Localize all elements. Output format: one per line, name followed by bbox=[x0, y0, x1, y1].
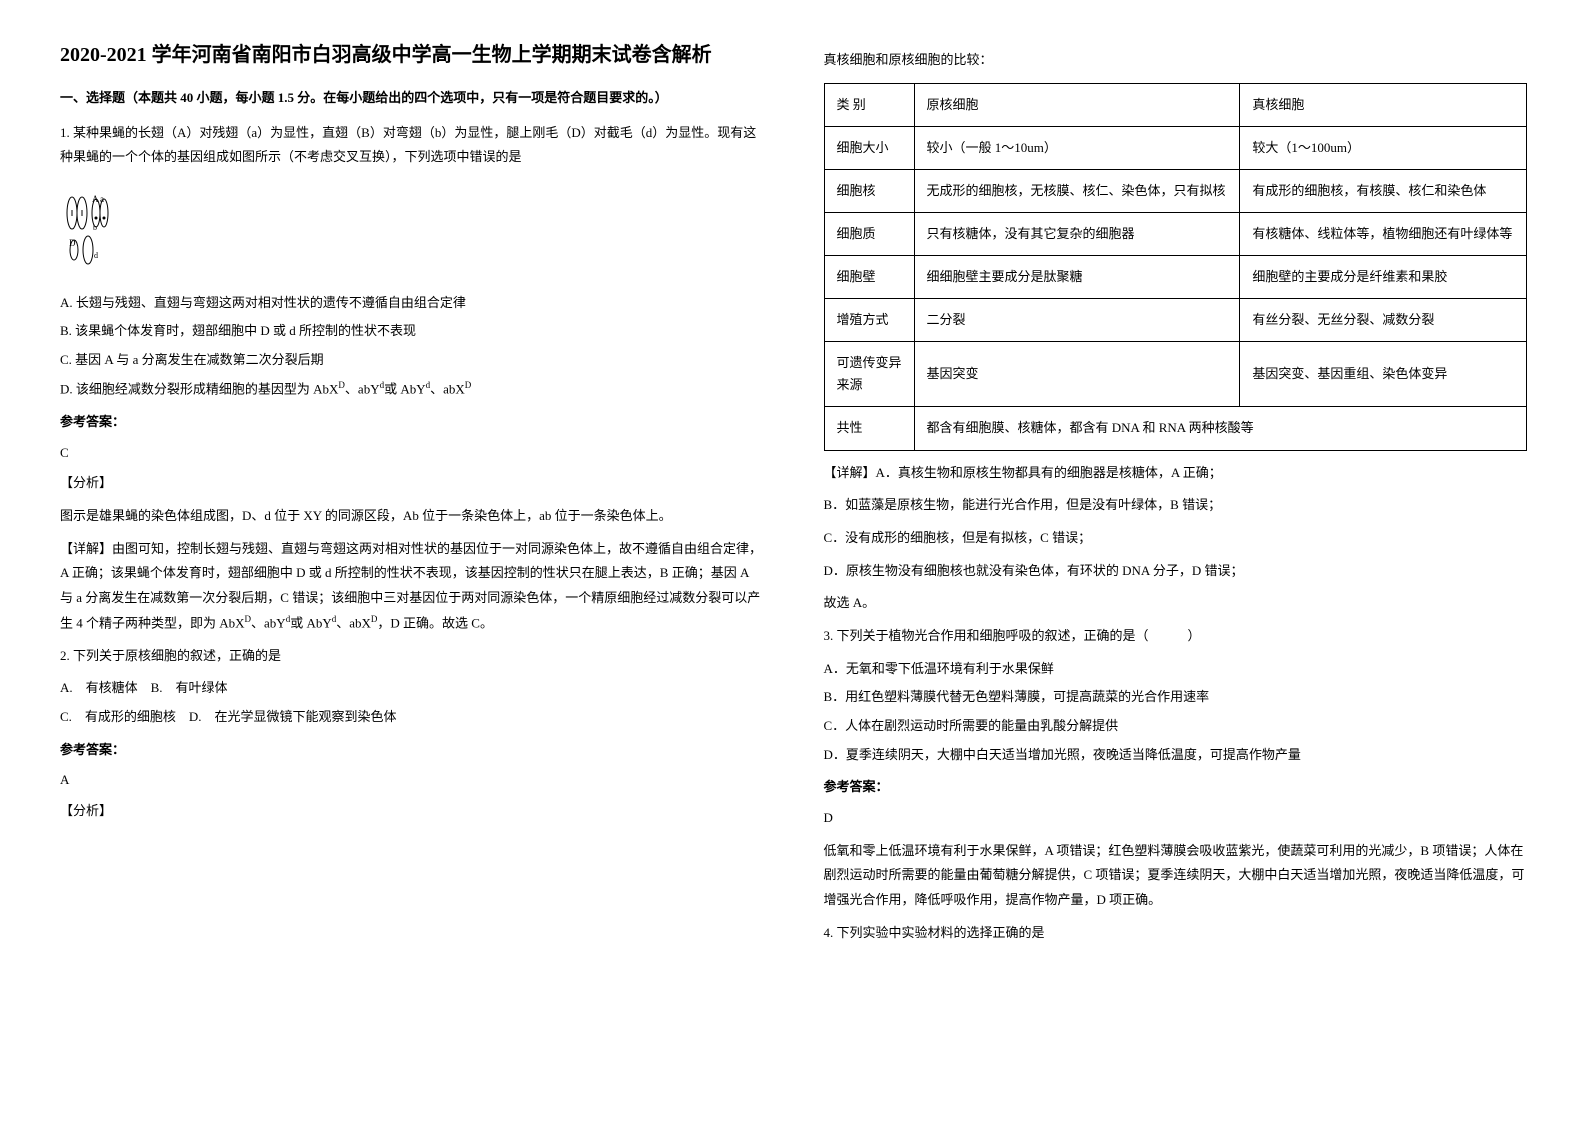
document-title: 2020-2021 学年河南省南阳市白羽高级中学高一生物上学期期末试卷含解析 bbox=[60, 40, 764, 70]
q2-detail-end: 故选 A。 bbox=[824, 591, 1528, 616]
q2-answer: A bbox=[60, 768, 764, 793]
q3-answer: D bbox=[824, 806, 1528, 831]
right-column: 真核细胞和原核细胞的比较： 类 别 原核细胞 真核细胞 细胞大小 较小（一般 1… bbox=[824, 40, 1528, 954]
q3-option-d: D．夏季连续阴天，大棚中白天适当增加光照，夜晚适当降低温度，可提高作物产量 bbox=[824, 743, 1528, 768]
q2-stem: 2. 下列关于原核细胞的叙述，正确的是 bbox=[60, 644, 764, 669]
q1-option-a: A. 长翅与残翅、直翅与弯翅这两对相对性状的遗传不遵循自由组合定律 bbox=[60, 291, 764, 316]
q1-option-d: D. 该细胞经减数分裂形成精细胞的基因型为 AbXD、abYd或 AbYd、ab… bbox=[60, 377, 764, 402]
table-row: 可遗传变异来源 基因突变 基因突变、基因重组、染色体变异 bbox=[824, 342, 1527, 407]
q1-detail: 【详解】由图可知，控制长翅与残翅、直翅与弯翅这两对相对性状的基因位于一对同源染色… bbox=[60, 537, 764, 636]
table-cell: 增殖方式 bbox=[824, 299, 914, 342]
table-cell: 有成形的细胞核，有核膜、核仁和染色体 bbox=[1240, 169, 1527, 212]
table-cell: 基因突变、基因重组、染色体变异 bbox=[1240, 342, 1527, 407]
q1-answer-label: 参考答案： bbox=[60, 410, 764, 435]
text: ，D 正确。故选 C。 bbox=[377, 615, 493, 630]
table-cell: 基因突变 bbox=[914, 342, 1240, 407]
table-cell: 细胞质 bbox=[824, 212, 914, 255]
q1-option-b: B. 该果蝇个体发育时，翅部细胞中 D 或 d 所控制的性状不表现 bbox=[60, 319, 764, 344]
q1-stem: 1. 某种果蝇的长翅（A）对残翅（a）为显性，直翅（B）对弯翅（b）为显性，腿上… bbox=[60, 121, 764, 170]
table-cell: 细胞大小 bbox=[824, 126, 914, 169]
q1-answer: C bbox=[60, 441, 764, 466]
section-heading: 一、选择题（本题共 40 小题，每小题 1.5 分。在每小题给出的四个选项中，只… bbox=[60, 86, 764, 111]
chromosome-diagram: A a b D d bbox=[60, 188, 140, 268]
table-cell: 无成形的细胞核，无核膜、核仁、染色体，只有拟核 bbox=[914, 169, 1240, 212]
q3-option-a: A．无氧和零下低温环境有利于水果保鲜 bbox=[824, 657, 1528, 682]
table-cell: 细胞壁 bbox=[824, 256, 914, 299]
table-cell: 都含有细胞膜、核糖体，都含有 DNA 和 RNA 两种核酸等 bbox=[914, 407, 1527, 450]
q2-detail-a: 【详解】A．真核生物和原核生物都具有的细胞器是核糖体，A 正确； bbox=[824, 461, 1528, 486]
table-header: 原核细胞 bbox=[914, 83, 1240, 126]
table-cell: 较小（一般 1～10um） bbox=[914, 126, 1240, 169]
table-row: 细胞核 无成形的细胞核，无核膜、核仁、染色体，只有拟核 有成形的细胞核，有核膜、… bbox=[824, 169, 1527, 212]
table-header-row: 类 别 原核细胞 真核细胞 bbox=[824, 83, 1527, 126]
table-row: 细胞壁 细细胞壁主要成分是肽聚糖 细胞壁的主要成分是纤维素和果胶 bbox=[824, 256, 1527, 299]
q1-analysis-label: 【分析】 bbox=[60, 471, 764, 496]
text: D. 该细胞经减数分裂形成精细胞的基因型为 AbX bbox=[60, 381, 338, 396]
q1-analysis: 图示是雄果蝇的染色体组成图，D、d 位于 XY 的同源区段，Ab 位于一条染色体… bbox=[60, 504, 764, 529]
table-header: 类 别 bbox=[824, 83, 914, 126]
q1-option-c: C. 基因 A 与 a 分离发生在减数第二次分裂后期 bbox=[60, 348, 764, 373]
table-row: 细胞质 只有核糖体，没有其它复杂的细胞器 有核糖体、线粒体等，植物细胞还有叶绿体… bbox=[824, 212, 1527, 255]
table-cell: 只有核糖体，没有其它复杂的细胞器 bbox=[914, 212, 1240, 255]
text: 、abX bbox=[336, 615, 371, 630]
compare-intro: 真核细胞和原核细胞的比较： bbox=[824, 48, 1528, 73]
table-cell: 细胞核 bbox=[824, 169, 914, 212]
q2-option-cd: C. 有成形的细胞核 D. 在光学显微镜下能观察到染色体 bbox=[60, 705, 764, 730]
superscript: D bbox=[465, 380, 472, 390]
text: 、abY bbox=[345, 381, 380, 396]
svg-text:b: b bbox=[93, 223, 97, 232]
text: 、abX bbox=[430, 381, 465, 396]
q2-analysis-label: 【分析】 bbox=[60, 799, 764, 824]
svg-text:d: d bbox=[94, 251, 98, 260]
q3-option-b: B．用红色塑料薄膜代替无色塑料薄膜，可提高蔬菜的光合作用速率 bbox=[824, 685, 1528, 710]
text: 或 AbY bbox=[290, 615, 332, 630]
q2-option-ab: A. 有核糖体 B. 有叶绿体 bbox=[60, 676, 764, 701]
q2-detail-b: B．如蓝藻是原核生物，能进行光合作用，但是没有叶绿体，B 错误； bbox=[824, 493, 1528, 518]
q3-stem: 3. 下列关于植物光合作用和细胞呼吸的叙述，正确的是（ ） bbox=[824, 624, 1528, 649]
q2-detail-c: C．没有成形的细胞核，但是有拟核，C 错误； bbox=[824, 526, 1528, 551]
text: 或 AbY bbox=[384, 381, 426, 396]
table-cell: 二分裂 bbox=[914, 299, 1240, 342]
table-row: 细胞大小 较小（一般 1～10um） 较大（1～100um） bbox=[824, 126, 1527, 169]
table-cell: 可遗传变异来源 bbox=[824, 342, 914, 407]
table-cell: 共性 bbox=[824, 407, 914, 450]
table-header: 真核细胞 bbox=[1240, 83, 1527, 126]
q2-detail-d: D．原核生物没有细胞核也就没有染色体，有环状的 DNA 分子，D 错误； bbox=[824, 559, 1528, 584]
table-cell: 细胞壁的主要成分是纤维素和果胶 bbox=[1240, 256, 1527, 299]
table-row: 增殖方式 二分裂 有丝分裂、无丝分裂、减数分裂 bbox=[824, 299, 1527, 342]
table-cell: 较大（1～100um） bbox=[1240, 126, 1527, 169]
q2-answer-label: 参考答案： bbox=[60, 738, 764, 763]
table-cell: 有丝分裂、无丝分裂、减数分裂 bbox=[1240, 299, 1527, 342]
table-cell: 细细胞壁主要成分是肽聚糖 bbox=[914, 256, 1240, 299]
comparison-table: 类 别 原核细胞 真核细胞 细胞大小 较小（一般 1～10um） 较大（1～10… bbox=[824, 83, 1528, 451]
q3-option-c: C．人体在剧烈运动时所需要的能量由乳酸分解提供 bbox=[824, 714, 1528, 739]
left-column: 2020-2021 学年河南省南阳市白羽高级中学高一生物上学期期末试卷含解析 一… bbox=[60, 40, 764, 954]
table-cell: 有核糖体、线粒体等，植物细胞还有叶绿体等 bbox=[1240, 212, 1527, 255]
table-row-merged: 共性 都含有细胞膜、核糖体，都含有 DNA 和 RNA 两种核酸等 bbox=[824, 407, 1527, 450]
text: 、abY bbox=[251, 615, 286, 630]
q4-stem: 4. 下列实验中实验材料的选择正确的是 bbox=[824, 921, 1528, 946]
q3-detail: 低氧和零上低温环境有利于水果保鲜，A 项错误；红色塑料薄膜会吸收蓝紫光，使蔬菜可… bbox=[824, 839, 1528, 913]
q3-answer-label: 参考答案： bbox=[824, 775, 1528, 800]
